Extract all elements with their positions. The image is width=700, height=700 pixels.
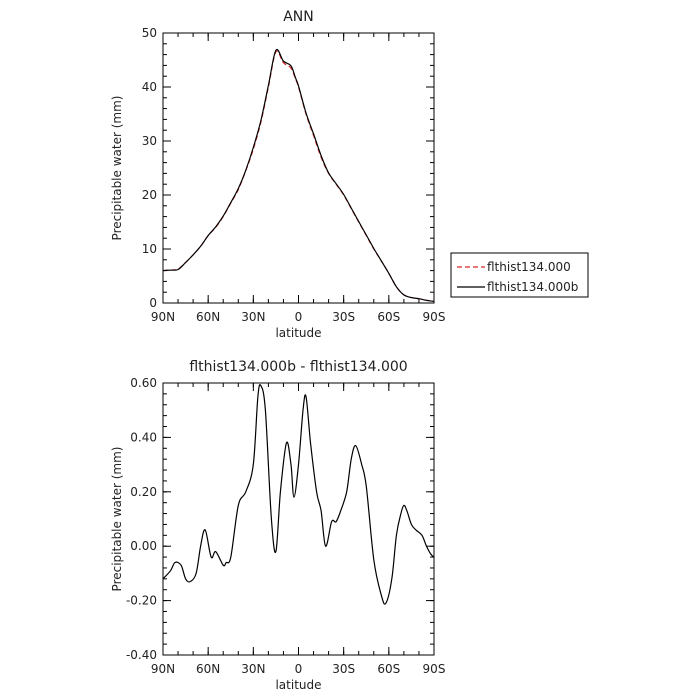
y-tick-label: 30 <box>142 134 157 148</box>
x-tick-label: 60S <box>377 662 400 676</box>
plot-frame <box>162 382 435 656</box>
x-tick-label: 30S <box>332 310 355 324</box>
x-tick-label: 90N <box>151 310 175 324</box>
y-tick-label: -0.40 <box>126 648 157 662</box>
series-line-flthist134-000b <box>162 48 435 302</box>
x-tick-label: 30S <box>332 662 355 676</box>
chart-panel-1: ANN 90N 60N 30N 0 30S 60S 90S 0 10 20 30 40 50 latitud… <box>110 9 589 340</box>
chart-title: flthist134.000b - flthist134.000 <box>189 359 407 375</box>
x-axis-label: latitude <box>275 326 321 340</box>
y-axis-label: Precipitable water (mm) <box>110 447 124 592</box>
x-tick-label: 90N <box>151 662 175 676</box>
y-tick-label: 0.40 <box>130 430 157 444</box>
legend-label: flthist134.000 <box>487 260 571 274</box>
x-tick-label: 30N <box>241 310 265 324</box>
x-tick-label: 60N <box>196 662 220 676</box>
y-tick-label: 0.60 <box>130 376 157 390</box>
x-tick-label: 30N <box>241 662 265 676</box>
y-tick-label: 0 <box>149 296 157 310</box>
x-tick-label: 60N <box>196 310 220 324</box>
y-tick-label: 50 <box>142 26 157 40</box>
x-tick-label: 90S <box>423 310 446 324</box>
y-tick-label: 20 <box>142 188 157 202</box>
x-tick-label: 0 <box>295 310 303 324</box>
legend: flthist134.000 flthist134.000b <box>450 252 589 298</box>
chart-title: ANN <box>283 9 314 25</box>
y-tick-label: 0.00 <box>130 539 157 553</box>
chart-panel-2: flthist134.000b - flthist134.000 90N 60N 30… <box>110 359 445 692</box>
y-tick-label: -0.20 <box>126 594 157 608</box>
y-tick-label: 0.20 <box>130 485 157 499</box>
y-tick-label: 40 <box>142 80 157 94</box>
legend-label: flthist134.000b <box>487 280 578 294</box>
legend-box <box>450 252 589 298</box>
x-tick-label: 90S <box>423 662 446 676</box>
series-line-1 <box>162 384 435 605</box>
y-axis-label: Precipitable water (mm) <box>110 96 124 241</box>
x-tick-label: 60S <box>377 310 400 324</box>
x-tick-label: 0 <box>295 662 303 676</box>
series-line-flthist134-000 <box>162 50 435 302</box>
x-axis-label: latitude <box>275 678 321 692</box>
plot-frame <box>162 32 435 304</box>
y-tick-label: 10 <box>142 242 157 256</box>
